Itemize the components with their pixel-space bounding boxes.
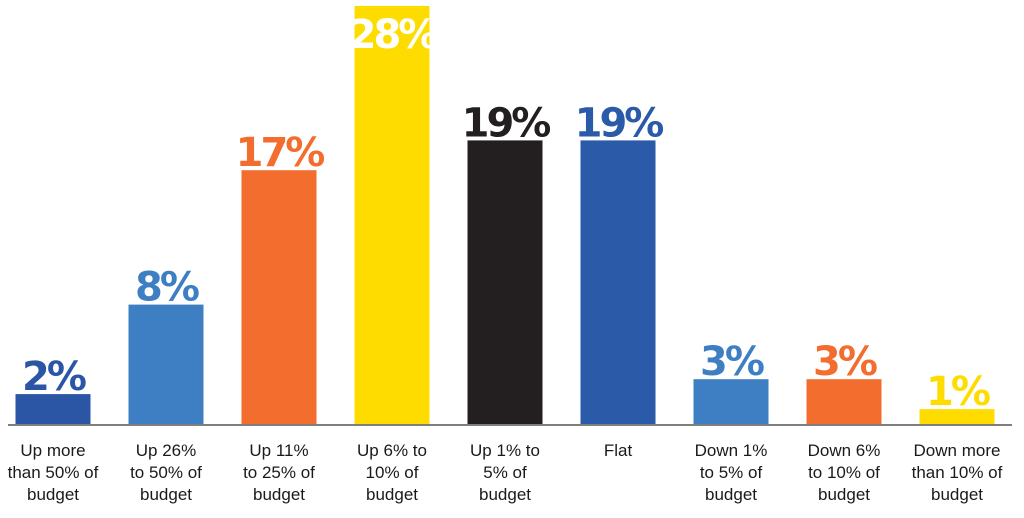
category-label-3-line-3: budget [253, 485, 305, 504]
category-label-1-line-3: budget [27, 485, 79, 504]
category-label-9: Down more than 10% of budget [912, 441, 1003, 504]
bar-9 [919, 409, 995, 424]
category-label-6: Flat [604, 441, 633, 460]
category-label-2: Up 26% to 50% of budget [130, 441, 202, 504]
category-label-3-line-2: to 25% of [243, 463, 315, 482]
category-label-9-line-1: Down more [914, 441, 1001, 460]
value-label-6: 19% [575, 100, 664, 146]
category-label-5: Up 1% to 5% of budget [470, 441, 540, 504]
value-label-7: 3% [700, 339, 764, 385]
category-label-7: Down 1% to 5% of budget [695, 441, 768, 504]
category-label-7-line-3: budget [705, 485, 757, 504]
value-label-2: 8% [135, 265, 199, 311]
category-label-4: Up 6% to 10% of budget [357, 441, 427, 504]
bar-6 [580, 140, 656, 424]
value-label-1: 2% [22, 354, 86, 400]
value-label-9: 1% [926, 369, 990, 415]
value-label-8: 3% [813, 339, 877, 385]
bars-group [15, 6, 995, 424]
category-label-1: Up more than 50% of budget [8, 441, 99, 504]
bar-3 [241, 170, 317, 424]
category-label-1-line-1: Up more [20, 441, 85, 460]
category-labels-group: Up more than 50% of budget Up 26% to 50% of b… [8, 441, 1003, 504]
category-label-2-line-3: budget [140, 485, 192, 504]
value-label-3: 17% [236, 130, 325, 176]
bar-5 [467, 140, 543, 424]
bar-4 [354, 6, 430, 424]
category-label-8-line-3: budget [818, 485, 870, 504]
bar-2 [128, 304, 204, 424]
bar-1 [15, 394, 91, 424]
category-label-4-line-1: Up 6% to [357, 441, 427, 460]
category-label-7-line-2: to 5% of [700, 463, 763, 482]
bar-8 [806, 379, 882, 424]
category-label-2-line-1: Up 26% [136, 441, 196, 460]
bar-7 [693, 379, 769, 424]
category-label-9-line-3: budget [931, 485, 983, 504]
value-labels-group: 2% 8% 17% 28% 19% 19% 3% 3% 1% [22, 12, 993, 415]
category-label-4-line-2: 10% of [366, 463, 419, 482]
value-label-4: 28% [349, 12, 438, 58]
category-label-8: Down 6% to 10% of budget [808, 441, 881, 504]
category-label-5-line-2: 5% of [483, 463, 527, 482]
category-label-3-line-1: Up 11% [249, 441, 308, 460]
category-label-4-line-3: budget [366, 485, 418, 504]
category-label-1-line-2: than 50% of [8, 463, 99, 482]
category-label-3: Up 11% to 25% of budget [243, 441, 315, 504]
category-label-5-line-1: Up 1% to [470, 441, 540, 460]
category-label-8-line-2: to 10% of [808, 463, 880, 482]
category-label-9-line-2: than 10% of [912, 463, 1003, 482]
category-label-5-line-3: budget [479, 485, 531, 504]
category-label-7-line-1: Down 1% [695, 441, 768, 460]
category-label-8-line-1: Down 6% [808, 441, 881, 460]
category-label-2-line-2: to 50% of [130, 463, 202, 482]
category-label-6-line-1: Flat [604, 441, 633, 460]
value-label-5: 19% [462, 100, 551, 146]
